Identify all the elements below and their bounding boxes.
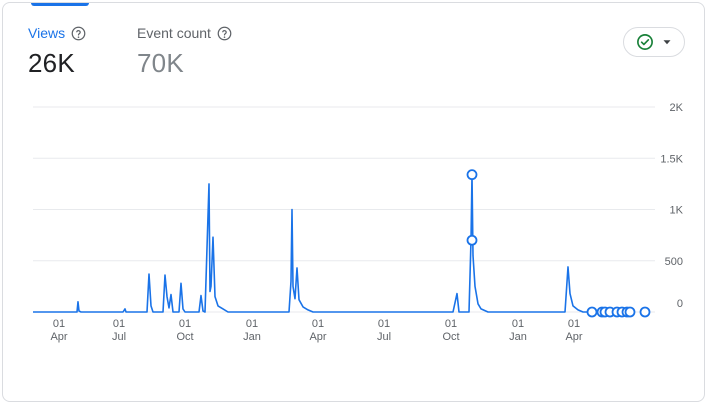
x-tick-day: 01 (445, 318, 457, 330)
x-tick-day: 01 (378, 318, 390, 330)
metric-value-views: 26K (28, 48, 75, 78)
x-tick-month: Jan (509, 331, 527, 343)
active-tab-indicator (31, 3, 89, 6)
x-tick-month: Jul (112, 331, 126, 343)
metric-tab-views[interactable]: Views 26K (28, 25, 86, 79)
help-circle-icon[interactable] (71, 26, 86, 41)
y-tick-label: 1K (670, 205, 684, 217)
data-point-marker (624, 306, 636, 318)
y-tick-label: 500 (665, 256, 683, 268)
x-tick-month: Apr (309, 331, 326, 343)
x-tick-month: Jul (377, 331, 391, 343)
x-tick-month: Oct (176, 331, 193, 343)
help-circle-icon[interactable] (217, 26, 232, 41)
data-point-marker (466, 234, 478, 246)
x-tick-month: Apr (565, 331, 582, 343)
metric-label-views: Views (28, 25, 66, 41)
check-circle-icon (637, 34, 653, 50)
views-card: Views 26K Event count 70K (2, 2, 705, 402)
x-tick-day: 01 (246, 318, 258, 330)
data-point-marker (586, 306, 598, 318)
data-quality-dropdown[interactable] (623, 27, 685, 57)
x-tick-month: Oct (442, 331, 459, 343)
caret-down-icon (663, 40, 671, 45)
x-tick-day: 01 (53, 318, 65, 330)
y-tick-label: 1.5K (660, 153, 683, 165)
x-tick-day: 01 (512, 318, 524, 330)
x-tick-month: Apr (50, 331, 67, 343)
x-tick-day: 01 (312, 318, 324, 330)
data-point-marker (639, 306, 651, 318)
series-line (33, 173, 623, 313)
x-tick-day: 01 (113, 318, 125, 330)
metric-value-event-count: 70K (137, 48, 184, 78)
metric-tab-event-count[interactable]: Event count 70K (137, 25, 232, 79)
metric-label-event-count: Event count (137, 25, 211, 41)
x-tick-day: 01 (568, 318, 580, 330)
x-tick-month: Jan (243, 331, 261, 343)
data-point-marker (466, 169, 478, 181)
y-tick-label: 2K (670, 102, 684, 114)
y-tick-label: 0 (677, 298, 683, 310)
x-tick-day: 01 (179, 318, 191, 330)
